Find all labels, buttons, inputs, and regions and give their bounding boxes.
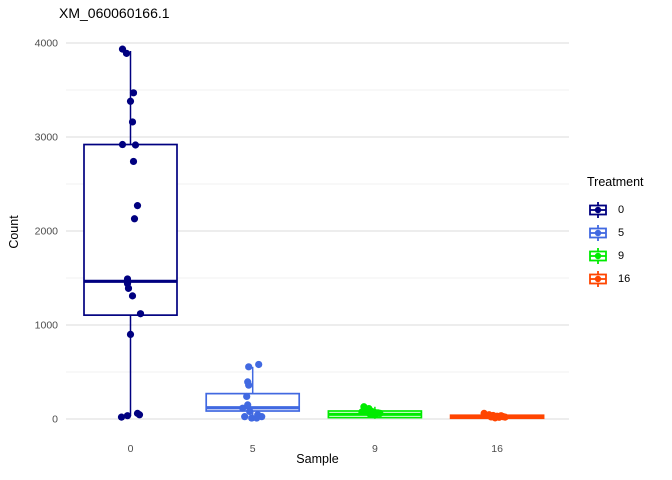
jitter-point: [128, 118, 137, 126]
jitter-point: [135, 411, 144, 419]
jitter-point: [253, 414, 261, 422]
jitter-point: [130, 215, 139, 223]
legend-entry-9: 9: [587, 244, 644, 267]
legend-entry-label: 16: [618, 272, 631, 285]
y-tick-label: 2000: [35, 226, 59, 238]
boxplot-key-icon: [589, 247, 607, 264]
jitter-point: [126, 330, 135, 338]
jitter-point: [122, 49, 131, 57]
jitter-point: [129, 89, 138, 97]
jitter-point: [491, 414, 499, 422]
jitter-point: [117, 413, 126, 421]
x-axis-title: Sample: [296, 452, 339, 466]
boxplot-key-icon: [589, 224, 607, 241]
x-tick-label: 9: [372, 443, 378, 455]
legend-entry-label: 5: [618, 226, 625, 239]
legend-entry-5: 5: [587, 221, 644, 244]
y-tick-label: 1000: [35, 320, 59, 332]
legend-entry-0: 0: [587, 198, 644, 221]
jitter-point: [124, 284, 133, 292]
legend-entry-label: 9: [618, 249, 625, 262]
jitter-point: [370, 411, 378, 419]
jitter-point: [128, 292, 137, 300]
jitter-point: [255, 360, 263, 369]
jitter-point: [245, 363, 253, 371]
legend-entry-label: 0: [618, 203, 625, 216]
legend-entry-16: 16: [587, 267, 644, 290]
jitter-point: [376, 409, 384, 417]
jitter-point: [248, 414, 256, 422]
y-tick-label: 0: [52, 414, 58, 426]
x-tick-label: 16: [491, 443, 503, 455]
jitter-point: [131, 141, 140, 149]
y-tick-label: 3000: [35, 132, 59, 144]
legend-entries: 0 5 9 16: [587, 198, 644, 290]
jitter-point: [243, 392, 251, 401]
jitter-point: [358, 408, 366, 416]
y-tick-label: 4000: [35, 38, 59, 50]
boxplot-key-icon: [589, 270, 607, 287]
jitter-point: [126, 97, 135, 105]
jitter-point: [118, 140, 127, 149]
jitter-point: [129, 157, 138, 166]
jitter-point: [136, 310, 145, 318]
jitter-point: [239, 404, 247, 412]
jitter-point: [501, 413, 509, 421]
jitter-point: [123, 412, 132, 420]
x-tick-label: 0: [128, 443, 134, 455]
chart-title: XM_060060166.1: [59, 5, 170, 21]
legend-title: Treatment: [587, 175, 644, 189]
jitter-point: [246, 407, 254, 416]
jitter-point: [133, 202, 142, 210]
legend: Treatment 0 5 9 16: [587, 175, 644, 290]
jitter-point: [245, 381, 253, 389]
boxplot-key-icon: [589, 201, 607, 218]
x-tick-label: 5: [250, 443, 256, 455]
jitter-point: [241, 413, 249, 421]
